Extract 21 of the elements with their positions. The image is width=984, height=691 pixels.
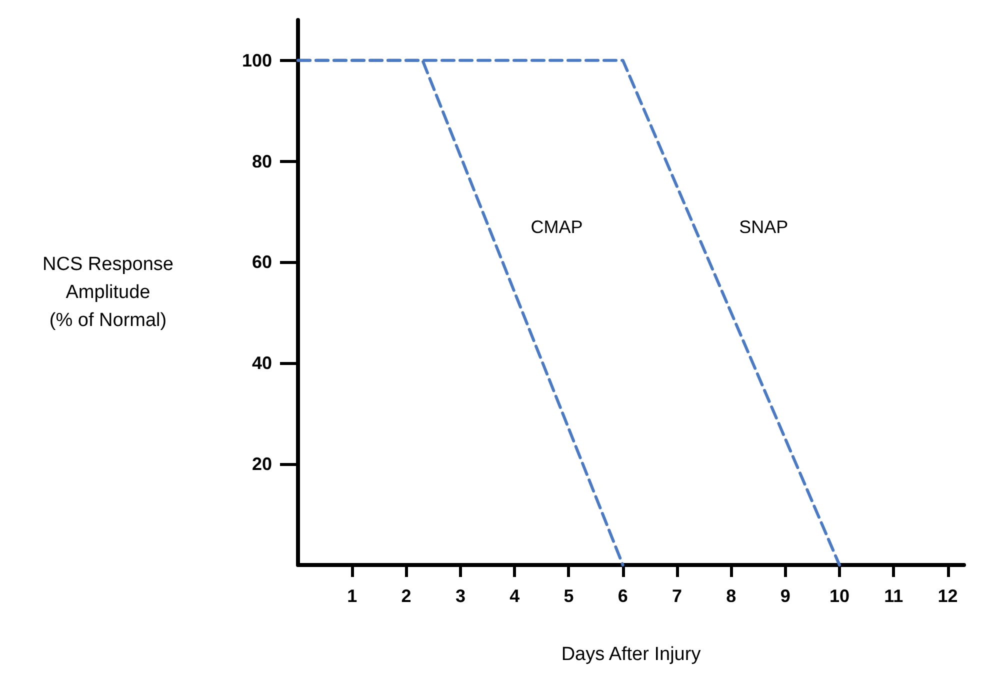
text: SNAP [739, 216, 788, 237]
series-label: CMAP [530, 216, 583, 237]
x-tick-label: 4 [510, 586, 520, 606]
x-tick-label: 12 [938, 586, 958, 606]
x-tick-label: 10 [829, 586, 850, 606]
y-axis-title: NCS Response Amplitude (% of Normal) [42, 254, 174, 331]
y-tick-label: 20 [252, 454, 272, 474]
y-tick-label: 60 [252, 252, 272, 272]
x-tick-label: 8 [726, 586, 736, 606]
x-tick-label: 9 [780, 586, 790, 606]
x-tick-label: 6 [618, 586, 628, 606]
x-tick-label: 1 [347, 586, 358, 606]
x-tick-label: 11 [884, 586, 904, 606]
y-tick-label: 100 [242, 50, 272, 70]
y-tick-label: 40 [252, 353, 272, 374]
x-tick-label: 7 [672, 586, 682, 606]
x-tick-label: 2 [401, 586, 412, 606]
y-tick-label: 80 [252, 151, 272, 172]
x-axis-title: Days After Injury [561, 644, 702, 665]
x-tick-label: 5 [564, 586, 574, 606]
x-tick-label: 3 [455, 586, 466, 606]
